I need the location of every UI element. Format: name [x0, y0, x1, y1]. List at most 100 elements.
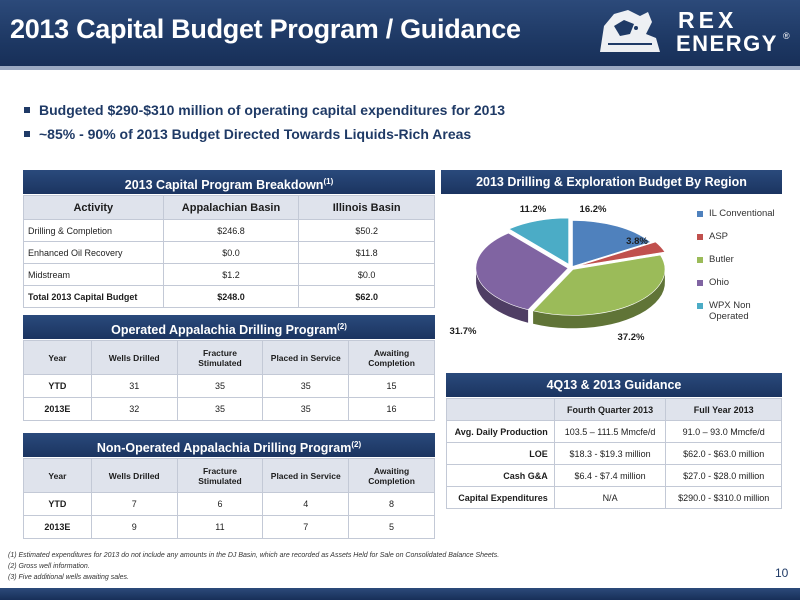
- rex-energy-logo: REX ENERGY ®: [590, 4, 800, 62]
- table-cell: 35: [176, 374, 264, 398]
- column-header: Placed in Service: [262, 458, 350, 493]
- non-operated-footnote-ref: (2): [351, 440, 362, 449]
- table-cell: $11.8: [298, 241, 435, 264]
- column-header: Wells Drilled: [90, 458, 178, 493]
- capital-program-header: 2013 Capital Program Breakdown(1): [23, 170, 435, 194]
- table-cell: 35: [262, 374, 350, 398]
- budget-by-region-header: 2013 Drilling & Exploration Budget By Re…: [441, 170, 782, 194]
- column-header: Fracture Stimulated: [176, 458, 264, 493]
- legend-item: ASP: [697, 231, 777, 254]
- column-header: Fourth Quarter 2013: [553, 398, 667, 421]
- footer-bar: [0, 588, 800, 600]
- legend-swatch: [697, 234, 703, 240]
- table-row: YTD 31 35 35 15: [23, 374, 435, 398]
- table-cell: $1.2: [162, 263, 300, 286]
- table-cell: YTD: [23, 374, 92, 398]
- table-cell: 11: [176, 515, 264, 539]
- guidance-table: Fourth Quarter 2013 Full Year 2013 Avg. …: [446, 398, 782, 509]
- table-cell: 5: [348, 515, 435, 539]
- column-header: Awaiting Completion: [348, 340, 435, 375]
- table-cell: 32: [90, 397, 178, 421]
- legend-item: Butler: [697, 254, 777, 277]
- column-header: Year: [23, 340, 92, 375]
- page-title: 2013 Capital Budget Program / Guidance: [10, 14, 521, 44]
- bullet-square-icon: [24, 107, 30, 113]
- table-cell: 9: [90, 515, 178, 539]
- legend-swatch: [697, 257, 703, 263]
- table-cell: Enhanced Oil Recovery: [23, 241, 164, 264]
- legend-item: WPX Non Operated: [697, 300, 777, 330]
- table-cell: Avg. Daily Production: [446, 420, 555, 443]
- table-row: Cash G&A $6.4 - $7.4 million $27.0 - $28…: [446, 464, 782, 487]
- bullet-item: Budgeted $290-$310 million of operating …: [24, 102, 505, 118]
- column-header: Illinois Basin: [298, 195, 435, 220]
- pie-data-label: 11.2%: [520, 204, 547, 215]
- table-cell: Total 2013 Capital Budget: [23, 285, 164, 308]
- table-cell: Drilling & Completion: [23, 219, 164, 242]
- table-cell: 7: [90, 492, 178, 516]
- column-header: Fracture Stimulated: [176, 340, 264, 375]
- column-header: [446, 398, 555, 421]
- logo-emblem-icon: [600, 10, 660, 52]
- pie-data-label: 3.8%: [626, 236, 648, 247]
- table-cell: $246.8: [162, 219, 300, 242]
- table-cell: $290.0 - $310.0 million: [665, 486, 782, 509]
- table-cell: LOE: [446, 442, 555, 465]
- logo-rex-text: REX: [678, 7, 738, 33]
- chart-title: 2013 Drilling & Exploration Budget By Re…: [476, 175, 747, 189]
- pie-data-label: 16.2%: [580, 204, 607, 215]
- legend-swatch: [697, 303, 703, 309]
- pie-data-label: 31.7%: [450, 326, 477, 337]
- footnote: (3) Five additional wells awaiting sales…: [8, 574, 129, 581]
- legend-swatch: [697, 280, 703, 286]
- table-cell: $0.0: [162, 241, 300, 264]
- table-cell: 15: [348, 374, 435, 398]
- table-cell: 16: [348, 397, 435, 421]
- column-header: Year: [23, 458, 92, 493]
- table-cell: 4: [262, 492, 350, 516]
- guidance-header: 4Q13 & 2013 Guidance: [446, 373, 782, 397]
- table-cell: YTD: [23, 492, 92, 516]
- pie-chart-area: 16.2% 3.8% 37.2% 31.7% 11.2%: [441, 194, 782, 358]
- legend-label: Butler: [709, 254, 734, 265]
- bullet-square-icon: [24, 131, 30, 137]
- table-row: Enhanced Oil Recovery $0.0 $11.8: [23, 241, 435, 264]
- table-row: LOE $18.3 - $19.3 million $62.0 - $63.0 …: [446, 442, 782, 465]
- legend-label: Ohio: [709, 277, 730, 288]
- logo-energy-text: ENERGY: [676, 31, 778, 56]
- table-header-row: Year Wells Drilled Fracture Stimulated P…: [23, 340, 435, 375]
- table-row: Capital Expenditures N/A $290.0 - $310.0…: [446, 486, 782, 509]
- column-header: Placed in Service: [262, 340, 350, 375]
- table-cell: $62.0: [298, 285, 435, 308]
- operated-program-title: Operated Appalachia Drilling Program: [111, 323, 338, 338]
- pie-slice-asp: [577, 241, 666, 267]
- pie-chart: 16.2% 3.8% 37.2% 31.7% 11.2%: [450, 204, 666, 343]
- table-row: Avg. Daily Production 103.5 – 111.5 Mmcf…: [446, 420, 782, 443]
- legend-label: ASP: [709, 231, 729, 242]
- pie-slice-ohio: [475, 232, 569, 311]
- table-cell: 31: [90, 374, 178, 398]
- pie-slice-il-conventional: [572, 220, 652, 267]
- table-cell: $0.0: [298, 263, 435, 286]
- table-cell: 2013E: [23, 397, 92, 421]
- footnote: (1) Estimated expenditures for 2013 do n…: [8, 552, 500, 559]
- pie-slice-side: [476, 266, 529, 323]
- table-cell: 103.5 – 111.5 Mmcfe/d: [553, 420, 667, 443]
- legend-item: Ohio: [697, 277, 777, 300]
- table-row: Midstream $1.2 $0.0: [23, 263, 435, 286]
- table-cell: $27.0 - $28.0 million: [665, 464, 782, 487]
- table-cell: 6: [176, 492, 264, 516]
- column-header: Awaiting Completion: [348, 458, 435, 493]
- pie-slice-butler: [532, 254, 666, 316]
- pie-slice-wpx-non-operated: [508, 217, 569, 265]
- capital-program-table: Activity Appalachian Basin Illinois Basi…: [23, 195, 435, 308]
- table-cell: 8: [348, 492, 435, 516]
- table-header-row: Year Wells Drilled Fracture Stimulated P…: [23, 458, 435, 493]
- table-cell: N/A: [553, 486, 667, 509]
- logo-registered-mark: ®: [783, 31, 790, 41]
- bullet-text: Budgeted $290-$310 million of operating …: [39, 102, 506, 118]
- column-header: Activity: [23, 195, 164, 220]
- legend-swatch: [697, 211, 703, 217]
- table-row: Drilling & Completion $246.8 $50.2: [23, 219, 435, 242]
- header-bar: 2013 Capital Budget Program / Guidance R…: [0, 0, 800, 70]
